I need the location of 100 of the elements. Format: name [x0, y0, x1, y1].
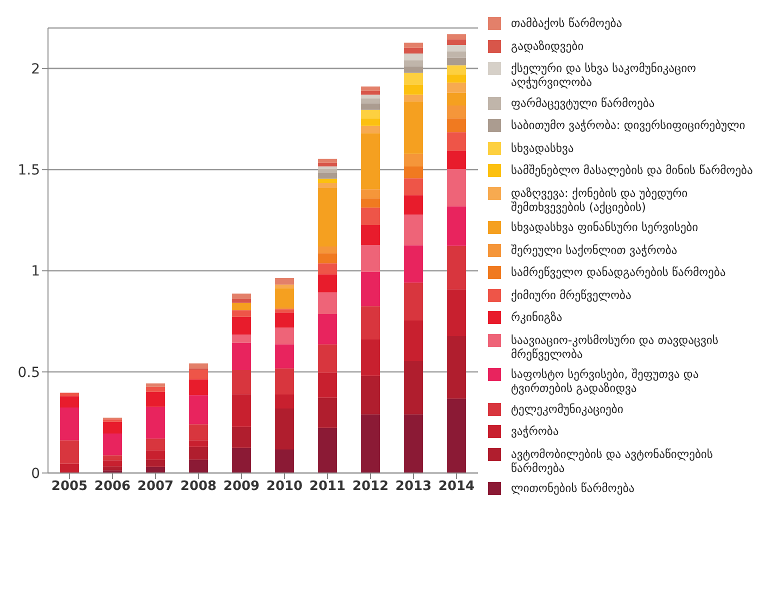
legend-label: საბითუმო ვაჭრობა: დივერსიფიცირებული [511, 118, 746, 132]
x-tick-label: 2013 [395, 479, 432, 494]
y-tick-label: 2 [31, 61, 40, 78]
bar [404, 72, 424, 85]
bar [404, 214, 424, 246]
bar [275, 394, 294, 408]
x-tick-label: 2008 [180, 479, 217, 494]
bar [447, 168, 466, 206]
bar [447, 51, 466, 58]
bar [404, 282, 424, 320]
bar [189, 446, 208, 460]
x-tick-label: 2012 [352, 479, 389, 494]
bar [447, 246, 466, 290]
bar [404, 195, 424, 214]
bar [146, 450, 166, 460]
bar [318, 344, 338, 373]
bar [361, 414, 380, 473]
bar [232, 302, 252, 310]
bar [275, 278, 294, 285]
bar [103, 434, 122, 456]
bar [275, 368, 294, 395]
bar [189, 363, 208, 368]
bar [361, 340, 380, 376]
bar [404, 360, 424, 414]
legend-label: ქსელური და სხვა საკომუნიკაციო აღჭურვილობა [511, 61, 698, 89]
bar [189, 379, 208, 396]
bar [361, 376, 380, 414]
bar [318, 274, 338, 292]
bar [318, 168, 338, 174]
bar [361, 198, 380, 208]
bar [318, 263, 338, 274]
bar [404, 66, 424, 73]
bar [232, 426, 252, 448]
bar [232, 448, 252, 473]
bar [404, 42, 424, 48]
bar [404, 166, 424, 178]
bar [318, 253, 338, 264]
bar [103, 419, 122, 422]
bar [232, 394, 252, 427]
bar [404, 53, 424, 60]
bar [361, 225, 380, 246]
x-tick-label: 2014 [438, 479, 475, 494]
x-tick-label: 2006 [94, 479, 131, 494]
bar [146, 386, 166, 392]
bar [447, 289, 466, 336]
y-tick-label: 0.5 [18, 364, 40, 381]
bar [404, 414, 424, 473]
bar [361, 98, 380, 104]
bar [232, 298, 252, 303]
bar [232, 294, 252, 299]
bar [361, 245, 380, 272]
bar [318, 166, 338, 169]
bar [447, 118, 466, 132]
x-tick-label: 2007 [137, 479, 174, 494]
bar [232, 342, 252, 370]
bar [146, 466, 166, 473]
legend-label: სხვადასხვა [511, 140, 574, 154]
legend-label: სამშენებლო მასალების და მინის წარმოება [511, 163, 753, 177]
bar [361, 306, 380, 340]
bar [189, 440, 208, 447]
bar [447, 74, 466, 83]
bar [404, 48, 424, 54]
bar [447, 132, 466, 151]
legend-label: ფარმაცევტული წარმოება [511, 96, 655, 110]
bar [146, 406, 166, 439]
bar [361, 133, 380, 190]
y-tick-label: 0 [31, 466, 40, 482]
bar [361, 189, 380, 198]
legend-label: ტელეკომუნიკაციები [511, 402, 624, 416]
legend-label: სამრეწველო დანადგარების წარმოება [511, 265, 726, 279]
bar [404, 320, 424, 361]
bar [361, 118, 380, 126]
bar [60, 407, 80, 440]
bar [60, 440, 80, 464]
bar [318, 372, 338, 398]
y-tick-label: 1.5 [18, 162, 40, 179]
bar [447, 150, 466, 169]
bar [447, 206, 466, 246]
bar [361, 272, 380, 306]
bar [361, 86, 380, 91]
bar [404, 101, 424, 154]
bar [404, 94, 424, 102]
legend-label: რკინიგზა [511, 310, 562, 324]
bar [275, 284, 294, 288]
x-tick-label: 2010 [266, 479, 303, 494]
bar [275, 288, 294, 308]
bar [404, 245, 424, 283]
bar [318, 178, 338, 183]
bar [447, 398, 466, 473]
bar [447, 65, 466, 74]
bar [232, 370, 252, 394]
bar [318, 246, 338, 254]
bar [318, 428, 338, 473]
bar [318, 162, 338, 166]
bar [189, 395, 208, 424]
legend-label: ვაჭრობა [511, 424, 559, 438]
bar [275, 328, 294, 344]
bar [189, 460, 208, 473]
bar [103, 455, 122, 460]
bar [146, 383, 166, 387]
